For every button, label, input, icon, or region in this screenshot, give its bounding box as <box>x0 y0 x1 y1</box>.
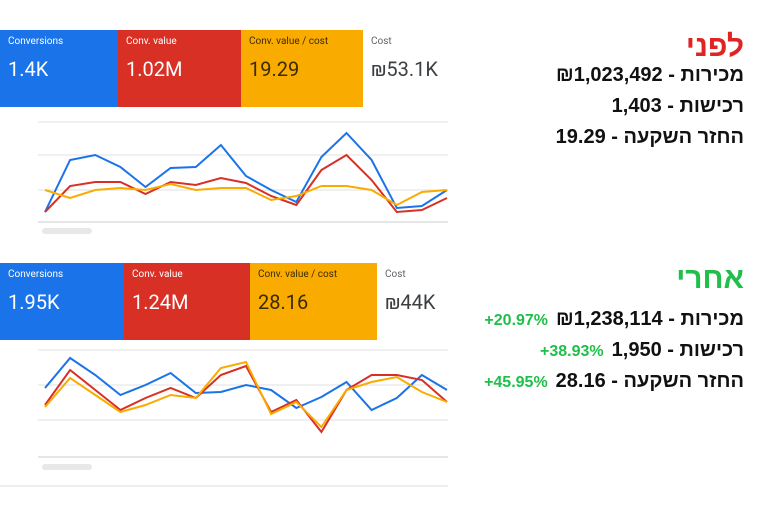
line: מכירות - ₪1,023,492 <box>556 64 744 86</box>
line: החזר השקעה - 28.16 +45.95% <box>484 370 744 401</box>
tile-label: Conv. value <box>126 36 177 47</box>
tile: Conv. value 1.02M <box>118 30 241 107</box>
tile-value: 1.95K <box>8 290 60 314</box>
tile: Conversions 1.4K <box>0 30 118 107</box>
before-chart <box>38 121 448 234</box>
series-line <box>44 364 448 434</box>
tile: Cost ₪53.1K <box>363 30 450 107</box>
tile-label: Conv. value / cost <box>258 269 338 280</box>
series-line <box>44 356 448 412</box>
change: +45.95% <box>484 374 548 391</box>
line: רכישות - 1,950 +38.93% <box>484 339 744 370</box>
tile: Conv. value / cost 19.29 <box>241 30 363 107</box>
series-line <box>44 153 448 214</box>
line: החזר השקעה - 19.29 <box>555 126 744 148</box>
tile: Conversions 1.95K <box>0 263 124 340</box>
tile-label: Cost <box>371 36 392 47</box>
tile-value: 1.24M <box>132 290 189 314</box>
tile-value: 19.29 <box>249 57 300 81</box>
after-chart <box>0 349 448 487</box>
series-line <box>44 182 448 207</box>
tile-label: Conv. value / cost <box>249 36 329 47</box>
change: +20.97% <box>484 312 549 329</box>
tile: Conv. value / cost 28.16 <box>250 263 377 340</box>
tile-label: Conversions <box>8 36 64 47</box>
series-line <box>44 131 448 213</box>
line: מכירות - ₪1,238,114 +20.97% <box>484 308 744 339</box>
change: +38.93% <box>540 343 604 360</box>
tile-value: 1.02M <box>126 57 183 81</box>
tile-label: Cost <box>385 269 406 280</box>
tile-value: 1.4K <box>8 57 49 81</box>
before-summary: לפני מכירות - ₪1,023,492 רכישות - 1,403 … <box>556 30 744 157</box>
line-text: רכישות - 1,950 <box>611 339 744 361</box>
after-summary: אחרי מכירות - ₪1,238,114 +20.97% רכישות -… <box>484 262 744 401</box>
line-text: החזר השקעה - 28.16 <box>555 370 744 392</box>
tile: Conv. value 1.24M <box>124 263 250 340</box>
line: רכישות - 1,403 <box>611 95 744 117</box>
tile-label: Conversions <box>8 269 64 280</box>
series-line <box>44 360 448 429</box>
tile-value: ₪44K <box>385 290 436 314</box>
line-text: מכירות - ₪1,238,114 <box>556 308 744 330</box>
heading: לפני <box>685 30 744 63</box>
tile-label: Conv. value <box>132 269 183 280</box>
tile: Cost ₪44K <box>377 263 450 340</box>
tile-value: 28.16 <box>258 290 309 314</box>
tile-value: ₪53.1K <box>371 57 438 81</box>
heading: אחרי <box>676 262 744 295</box>
